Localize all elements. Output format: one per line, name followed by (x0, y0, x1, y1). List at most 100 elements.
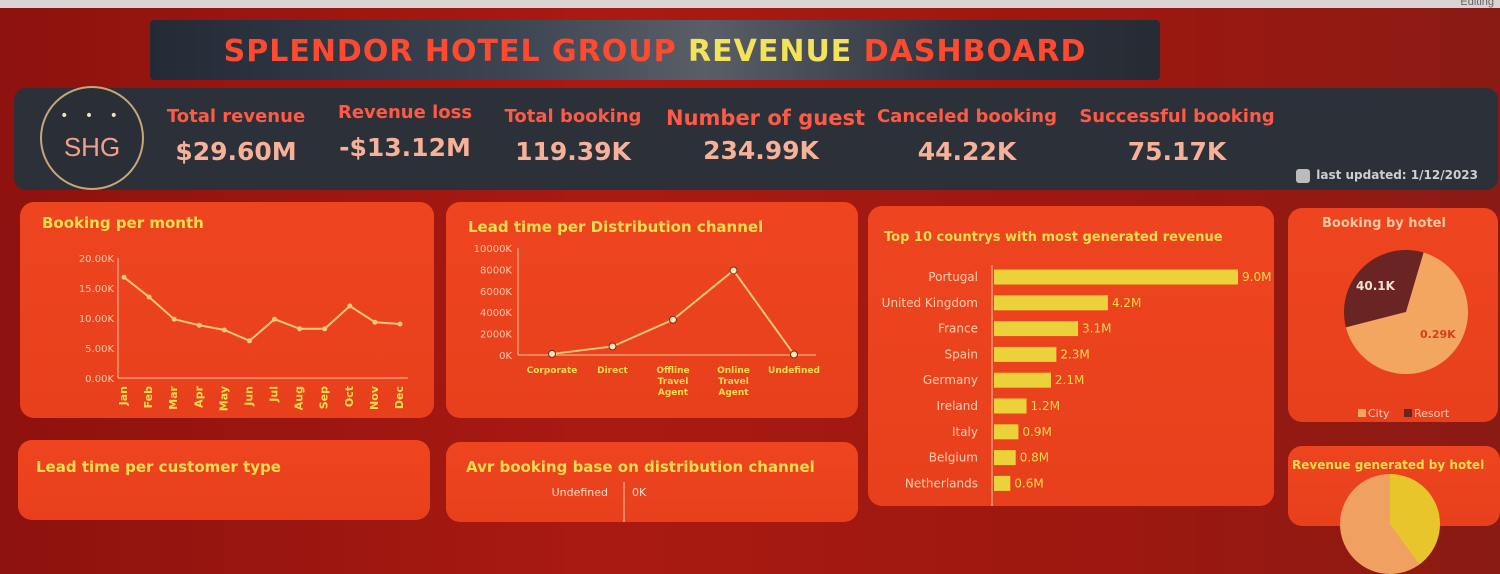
x-tick-label: Direct (597, 366, 628, 376)
data-point (372, 319, 378, 325)
card-lead-time-customer: Lead time per customer type (18, 440, 430, 520)
data-point (246, 338, 252, 344)
pie-slice (1344, 250, 1424, 328)
avg-booking-chart: Undefined 0K (552, 482, 647, 522)
data-point (272, 316, 278, 322)
legend-label: Resort (1414, 407, 1450, 420)
data-point (121, 274, 127, 280)
x-tick-label: Jun (242, 386, 255, 407)
category-label: Netherlands (905, 476, 978, 490)
category-label: Belgium (929, 451, 978, 465)
last-updated: last updated: 1/12/2023 (1296, 168, 1478, 183)
dashboard-title: SPLENDOR HOTEL GROUP REVENUE DASHBOARD (223, 34, 1087, 69)
y-tick-label: 0.00K (85, 374, 114, 385)
legend-swatch (1358, 409, 1366, 417)
top-countries-chart: Portugal 9.0M United Kingdom 4.2M France 3.1M… (882, 265, 1271, 506)
chart-title: Lead time per customer type (36, 458, 281, 476)
y-tick-label: 15.00K (79, 284, 115, 295)
x-tick-label: Oct (343, 386, 356, 407)
y-tick-label: 10.00K (79, 314, 115, 325)
data-label: 0.9M (1022, 425, 1051, 439)
data-label: 2.1M (1055, 373, 1084, 387)
kpi-number-of-guest: Number of guest 234.99K (666, 106, 865, 165)
data-point (196, 322, 202, 328)
bar (994, 321, 1079, 337)
y-tick-label: 10000K (474, 244, 513, 255)
data-point (322, 326, 328, 332)
category-label: Ireland (936, 399, 978, 413)
lead-time-distribution-chart: 0K 2000K 4000K 6000K 8000K 10000K Corporate Dir… (474, 244, 820, 398)
card-avg-booking-distribution: Avr booking base on distribution channel… (446, 442, 858, 522)
data-point (669, 315, 677, 324)
y-tick-label: 0K (499, 351, 512, 362)
bar (994, 295, 1108, 311)
y-tick-label: 2000K (480, 330, 512, 341)
x-tick-label: Undefined (768, 366, 820, 376)
legend-label: City (1368, 407, 1390, 420)
category-label: Italy (952, 425, 978, 439)
bar (994, 269, 1238, 285)
x-tick-label: Jan (117, 386, 130, 406)
x-tick-label: Offline Travel Agent (656, 366, 689, 398)
data-point (729, 266, 738, 275)
data-label: 40.1K (1356, 279, 1396, 293)
kpi-total-revenue: Total revenue $29.60M (166, 106, 306, 166)
bar (994, 346, 1057, 362)
legend-swatch (1404, 409, 1412, 417)
x-tick-label: Mar (167, 385, 180, 409)
category-label: France (938, 322, 978, 336)
bar (994, 475, 1011, 491)
chart-title: Avr booking base on distribution channel (466, 458, 815, 476)
data-point (608, 342, 617, 351)
category-label: Germany (923, 373, 978, 387)
card-lead-time-distribution: Lead time per Distribution channel 0K 200… (446, 202, 858, 418)
chart-title: Lead time per Distribution channel (468, 218, 764, 236)
series-line (551, 269, 795, 356)
y-tick-label: 8000K (480, 265, 512, 276)
data-label: 4.2M (1112, 296, 1141, 310)
bar (994, 372, 1051, 388)
data-point (146, 294, 152, 300)
data-label: 3.1M (1082, 322, 1111, 336)
category-label: Spain (944, 347, 978, 361)
data-label: 0.8M (1020, 451, 1049, 465)
data-point (171, 316, 177, 322)
data-label: 0.6M (1014, 476, 1043, 490)
data-point (297, 326, 303, 332)
category-label: United Kingdom (882, 296, 978, 310)
data-point (548, 349, 556, 358)
dashboard-banner: SPLENDOR HOTEL GROUP REVENUE DASHBOARD (150, 20, 1160, 80)
data-label: 0K (632, 486, 647, 499)
x-tick-label: Aug (293, 386, 306, 410)
kpi-total-booking: Total booking 119.39K (504, 106, 642, 166)
data-point (790, 350, 798, 359)
data-label: 0.29K (1420, 328, 1456, 341)
data-point (397, 321, 403, 327)
revenue-pie-preview (1340, 474, 1440, 574)
bar (994, 424, 1019, 440)
kpi-bar: • • • SHG Total revenue $29.60M Revenue … (14, 86, 1498, 190)
logo-dots: • • • (60, 108, 124, 124)
x-tick-label: Jul (268, 386, 281, 403)
chart-title: Booking per month (42, 214, 204, 232)
shg-logo: • • • SHG (40, 86, 144, 190)
app-top-strip: Editing (0, 0, 1500, 8)
logo-text: SHG (63, 132, 121, 162)
data-point (221, 327, 227, 333)
x-tick-label: Corporate (527, 366, 578, 376)
booking-per-month-chart: 0.00K 5.00K 10.00K 15.00K 20.00K Jan Feb Mar Apr… (79, 254, 408, 411)
category-label: Undefined (552, 486, 608, 499)
x-tick-label: Nov (368, 385, 381, 410)
kpi-successful-booking: Successful booking 75.17K (1079, 106, 1275, 166)
x-tick-label: Dec (393, 386, 406, 409)
data-label: 1.2M (1031, 399, 1060, 413)
refresh-icon (1296, 168, 1311, 183)
series-line (123, 276, 401, 342)
y-tick-label: 5.00K (85, 344, 114, 355)
category-label: Portugal (928, 270, 978, 284)
x-tick-label: Online Travel Agent (717, 366, 750, 398)
data-point (347, 303, 353, 309)
kpi-revenue-loss: Revenue loss -$13.12M (337, 102, 473, 162)
pie-slice (1345, 252, 1468, 374)
bar (994, 398, 1027, 414)
